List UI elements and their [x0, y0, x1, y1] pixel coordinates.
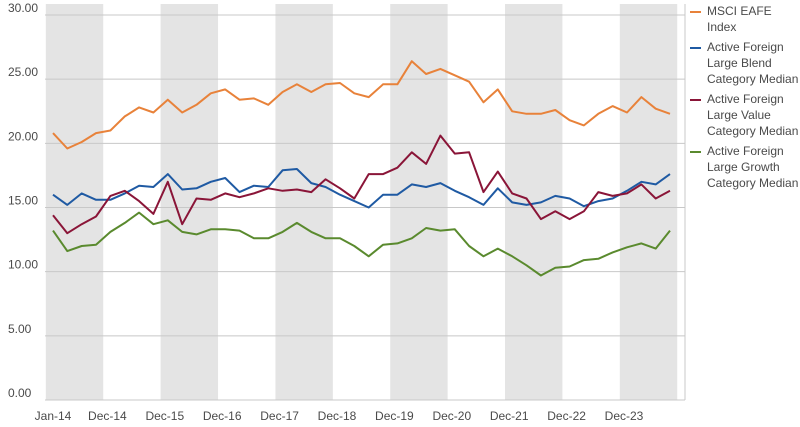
legend-swatch: [690, 151, 701, 153]
gridlines: [45, 4, 686, 401]
x-tick-label: Dec-23: [605, 409, 644, 423]
y-axis-tick-labels: 0.00 5.00 10.00 15.00 20.00 25.00 30.00: [8, 1, 38, 400]
legend-swatch: [690, 99, 701, 101]
shaded-band-5: [619, 4, 678, 400]
series-line-1: [52, 168, 671, 209]
legend-label: Active Foreign Large Blend Category Medi…: [707, 40, 799, 86]
x-tick-label: Dec-21: [490, 409, 529, 423]
x-tick-label: Dec-22: [547, 409, 586, 423]
x-tick-label: Dec-20: [432, 409, 471, 423]
y-tick-label: 30.00: [8, 1, 38, 15]
x-tick-label: Dec-15: [145, 409, 184, 423]
y-tick-label: 5.00: [8, 322, 32, 336]
x-axis-tick-labels: Jan-14 Dec-14 Dec-15 Dec-16 Dec-17 Dec-18 Dec-…: [35, 409, 644, 423]
legend-item: MSCI EAFE Index: [690, 3, 800, 35]
x-tick-label: Jan-14: [35, 409, 72, 423]
y-tick-label: 25.00: [8, 65, 38, 79]
series-lines: [52, 60, 671, 277]
legend-item: Active Foreign Large Blend Category Medi…: [690, 39, 800, 87]
legend: MSCI EAFE Index Active Foreign Large Blen…: [690, 3, 800, 195]
legend-item: Active Foreign Large Growth Category Med…: [690, 143, 800, 191]
y-tick-label: 15.00: [8, 194, 38, 208]
shaded-band-0: [45, 4, 104, 400]
y-tick-label: 0.00: [8, 386, 32, 400]
x-tick-label: Dec-18: [318, 409, 357, 423]
legend-item: Active Foreign Large Value Category Medi…: [690, 91, 800, 139]
legend-swatch: [690, 11, 701, 13]
y-tick-label: 10.00: [8, 258, 38, 272]
series-line-3: [52, 211, 671, 277]
shaded-band-3: [390, 4, 448, 400]
x-tick-label: Dec-16: [203, 409, 242, 423]
series-line-0: [52, 60, 671, 150]
shaded-band-2: [275, 4, 333, 400]
y-tick-label: 20.00: [8, 129, 38, 143]
legend-swatch: [690, 47, 701, 49]
legend-label: Active Foreign Large Growth Category Med…: [707, 144, 799, 190]
x-tick-label: Dec-17: [260, 409, 299, 423]
legend-label: Active Foreign Large Value Category Medi…: [707, 92, 799, 138]
series-line-2: [52, 134, 671, 235]
legend-label: MSCI EAFE Index: [707, 4, 772, 34]
x-tick-label: Dec-19: [375, 409, 414, 423]
x-tick-label: Dec-14: [88, 409, 127, 423]
shaded-band-1: [160, 4, 219, 400]
